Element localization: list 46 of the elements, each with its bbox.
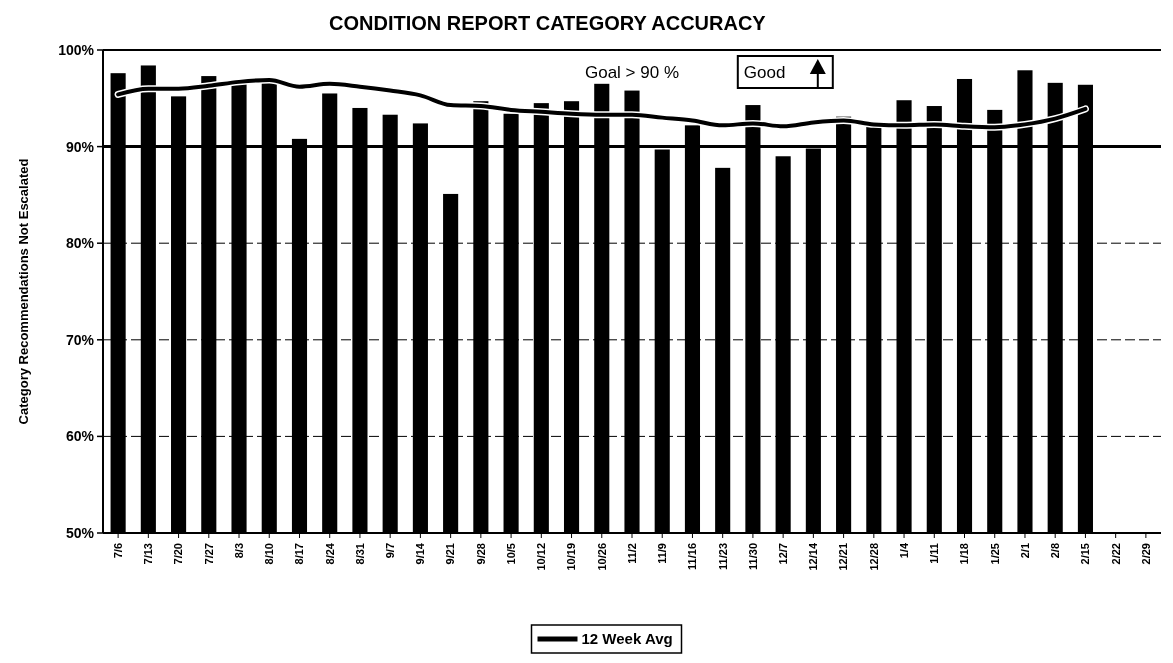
x-tick-label: 9/28: [474, 543, 487, 565]
x-tick-label: 10/5: [504, 543, 517, 565]
x-tick-label: 2/8: [1049, 543, 1062, 559]
x-tick-label: 2/29: [1139, 543, 1152, 565]
y-tick-label: 80%: [65, 235, 95, 252]
x-tick-label: 9/14: [414, 542, 427, 565]
x-tick-label: 8/3: [232, 543, 245, 559]
y-tick-label: 50%: [65, 524, 95, 541]
x-tick-label: 1/25: [988, 543, 1001, 565]
x-tick-label: 10/19: [565, 543, 578, 571]
x-tick-label: 2/15: [1079, 543, 1092, 565]
legend-label: 12 Week Avg: [581, 630, 673, 648]
x-tick-label: 1/18: [958, 543, 971, 565]
x-tick-label: 7/6: [111, 543, 124, 559]
x-tick-label: 8/17: [293, 543, 306, 565]
x-tick-label: 7/20: [172, 543, 185, 565]
x-tick-label: 11/9: [656, 543, 669, 564]
y-tick-label: 70%: [65, 331, 95, 348]
x-tick-label: 7/13: [142, 543, 155, 565]
x-tick-label: 10/26: [595, 543, 608, 571]
y-tick-label: 90%: [65, 138, 95, 155]
x-tick-label: 2/1: [1018, 543, 1031, 559]
x-tick-label: 12/28: [867, 543, 880, 571]
x-tick-label: 1/11: [928, 543, 941, 564]
x-tick-label: 7/27: [202, 543, 215, 565]
x-tick-label: 12/7: [776, 543, 789, 565]
x-tick-label: 8/24: [323, 542, 336, 565]
x-tick-label: 1/4: [897, 542, 910, 559]
annotation: Good: [743, 63, 786, 82]
x-tick-label: 8/31: [353, 543, 366, 565]
y-axis-title: Category Recommendations Not Escalated: [16, 158, 31, 425]
x-tick-label: 11/16: [686, 543, 699, 570]
y-tick-label: 60%: [65, 428, 95, 445]
x-tick-label: 9/21: [444, 543, 457, 565]
y-tick-label: 100%: [58, 41, 95, 58]
x-tick-label: 11/30: [746, 543, 759, 570]
x-tick-label: 11/23: [716, 543, 729, 570]
x-tick-label: 11/2: [625, 543, 638, 564]
x-tick-label: 8/10: [263, 543, 276, 565]
annotation: Goal > 90 %: [584, 63, 680, 82]
x-tick-label: 2/22: [1109, 543, 1122, 565]
x-tick-label: 10/12: [535, 543, 548, 571]
x-tick-label: 12/14: [807, 542, 820, 571]
x-tick-label: 12/21: [837, 543, 850, 571]
x-tick-label: 9/7: [384, 543, 397, 559]
chart-title: CONDITION REPORT CATEGORY ACCURACY: [329, 12, 767, 34]
